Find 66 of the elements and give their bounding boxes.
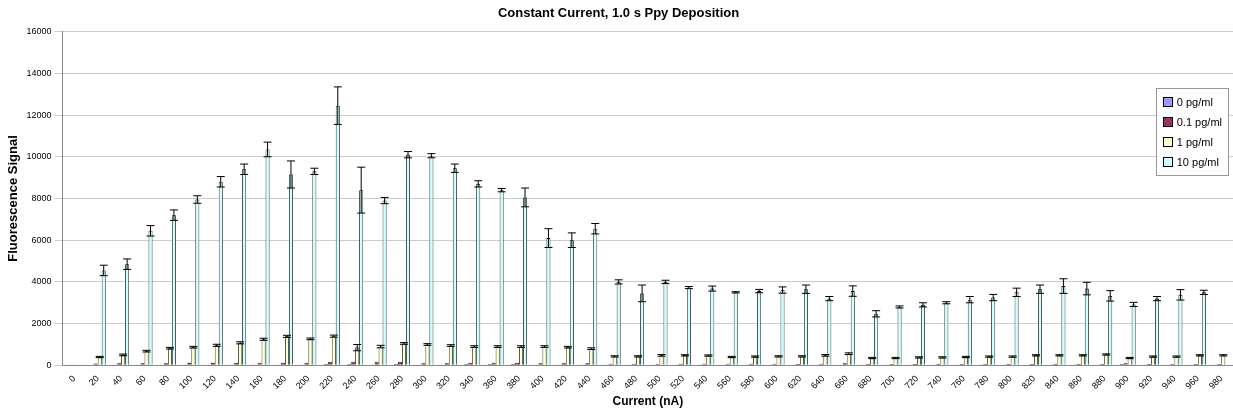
x-tick-label: 640 [808,373,827,391]
y-tick-label: 4000 [31,276,52,287]
x-tick-label: 800 [996,373,1014,391]
x-tick-label: 80 [156,373,172,388]
y-tick-label: 2000 [31,318,52,329]
x-tick-label: 480 [621,373,640,391]
legend-label: 1 pg/ml [1176,136,1213,148]
x-tick-label: 380 [504,373,523,391]
x-tick-label: 660 [832,373,850,391]
x-tick-label: 760 [949,373,967,391]
x-tick-label: 780 [972,373,991,391]
y-tick-label: 10000 [26,151,52,162]
y-tick-label: 0 [46,359,52,370]
x-tick-label: 340 [457,373,476,391]
x-tick-label: 520 [668,373,687,391]
x-tick-label: 880 [1089,373,1108,391]
legend-label: 0 pg/ml [1176,96,1213,108]
x-tick-label: 400 [527,373,546,391]
x-tick-label: 220 [317,373,335,391]
x-tick-label: 840 [1042,373,1061,391]
x-tick-label: 440 [574,373,593,391]
x-axis-title: Current (nA) [612,394,684,409]
x-tick-label: 940 [1159,373,1178,391]
x-tick-label: 460 [598,373,616,391]
legend-label: 0.1 pg/ml [1176,116,1222,128]
y-axis-title: Fluorescence Signal [5,135,21,262]
x-tick-label: 200 [293,373,312,391]
x-tick-label: 560 [715,373,733,391]
y-tick-label: 12000 [26,109,52,120]
x-tick-label: 320 [434,373,453,391]
x-tick-label: 620 [785,373,804,391]
x-tick-label: 580 [738,373,757,391]
x-tick-label: 980 [1206,373,1225,391]
x-tick-label: 300 [410,373,429,391]
x-tick-label: 920 [1136,373,1155,391]
x-tick-label: 600 [762,373,780,391]
y-tick-label: 14000 [26,67,52,78]
x-tick-label: 740 [925,373,944,391]
x-tick-label: 360 [481,373,499,391]
x-tick-label: 900 [1113,373,1131,391]
x-tick-label: 20 [86,373,101,388]
x-tick-label: 280 [387,373,406,391]
x-tick-label: 720 [902,373,921,391]
x-tick-label: 60 [133,373,148,388]
y-tick-label: 6000 [31,234,52,245]
x-tick-label: 100 [176,373,195,391]
x-tick-label: 540 [691,373,710,391]
x-tick-label: 120 [200,373,218,391]
legend-label: 10 pg/ml [1176,156,1219,168]
x-tick-label: 960 [1183,373,1202,391]
x-tick-label: 500 [644,373,663,391]
chart-title: Constant Current, 1.0 s Ppy Deposition [497,5,740,21]
x-tick-label: 240 [340,373,359,391]
x-tick-label: 40 [110,373,125,388]
y-tick-label: 8000 [31,192,52,203]
x-tick-label: 420 [551,373,570,391]
x-tick-label: 160 [247,373,265,391]
x-tick-label: 140 [223,373,242,391]
x-tick-label: 860 [1066,373,1085,391]
x-tick-label: 700 [879,373,897,391]
x-tick-label: 0 [66,373,78,384]
x-tick-label: 180 [270,373,289,391]
x-tick-label: 820 [1019,373,1038,391]
x-tick-label: 260 [364,373,382,391]
y-tick-label: 16000 [26,26,52,37]
x-tick-label: 680 [855,373,874,391]
